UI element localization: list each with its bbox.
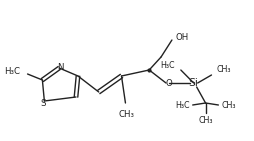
Text: S: S [40, 99, 46, 107]
Text: H₃C: H₃C [4, 68, 20, 77]
Text: N: N [57, 62, 63, 71]
Text: H₃C: H₃C [174, 101, 189, 110]
Text: H₃C: H₃C [160, 60, 174, 70]
Text: CH₃: CH₃ [118, 110, 134, 119]
Text: Si: Si [188, 78, 198, 88]
Text: O: O [165, 80, 172, 89]
Text: CH₃: CH₃ [220, 101, 235, 110]
Text: OH: OH [175, 34, 188, 42]
Text: CH₃: CH₃ [216, 66, 230, 74]
Text: CH₃: CH₃ [198, 116, 212, 125]
